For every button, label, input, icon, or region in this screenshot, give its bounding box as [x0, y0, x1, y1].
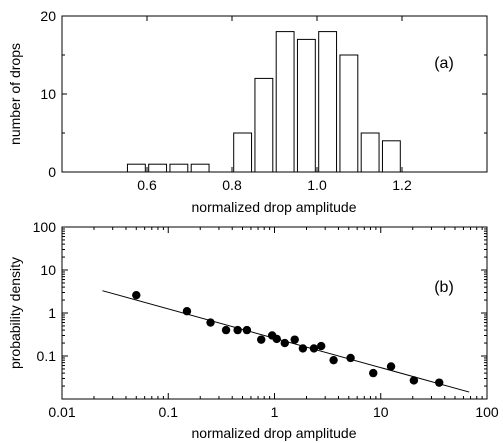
scatter-panel-label: (b)	[434, 279, 454, 296]
histogram-bar	[296, 38, 316, 173]
scatter-x-axis-label: normalized drop amplitude	[192, 425, 357, 441]
scatter-point	[409, 376, 419, 385]
histogram-bar	[275, 31, 295, 173]
histogram-bar	[126, 163, 146, 173]
scatter-x-tick-label: 0.1	[159, 404, 179, 420]
histogram-bar	[190, 163, 210, 173]
histogram-y-tick-label: 0	[48, 164, 56, 180]
scatter-point	[290, 335, 299, 344]
scatter-points	[132, 290, 444, 387]
scatter-panel: 0.01 0.1 1 10 100 0.1 1 10 100 (b) normalized dr…	[7, 219, 499, 441]
histogram-x-tick-label: 1.0	[307, 177, 327, 193]
scatter-point	[272, 334, 281, 344]
scatter-x-tick-label: 1	[271, 404, 279, 420]
histogram-bar	[360, 132, 380, 173]
histogram-bar	[169, 163, 189, 173]
histogram-x-axis-label: normalized drop amplitude	[192, 199, 357, 215]
scatter-point	[329, 355, 338, 365]
scatter-y-tick-label: 1	[48, 305, 56, 321]
scatter-y-tick-label: 100	[33, 219, 57, 235]
scatter-point	[386, 362, 396, 371]
histogram-y-tick-label: 10	[40, 86, 56, 102]
scatter-x-tick-label: 10	[373, 404, 389, 420]
scatter-point	[132, 290, 141, 300]
scatter-x-tick-label: 0.01	[48, 404, 75, 420]
histogram-bar	[339, 54, 359, 173]
scatter-point	[233, 325, 242, 335]
histogram-ticks: 0.6 0.8 1.0 1.2 0 10 20	[40, 8, 487, 193]
scatter-point	[221, 325, 231, 335]
scatter-x-tick-label: 100	[475, 404, 499, 420]
histogram-bar	[381, 140, 401, 173]
scatter-point	[206, 318, 215, 327]
scatter-point	[369, 368, 378, 378]
scatter-plot-frame	[61, 226, 488, 400]
scatter-point	[280, 338, 289, 348]
scatter-point	[257, 335, 266, 344]
histogram-bars	[126, 31, 401, 173]
scatter-point	[309, 344, 319, 353]
histogram-y-axis-label: number of drops	[7, 43, 23, 145]
histogram-bar	[233, 132, 253, 173]
histogram-plot-frame	[61, 15, 488, 173]
scatter-point	[316, 341, 326, 351]
histogram-panel-label: (a)	[434, 55, 454, 72]
scatter-point	[346, 353, 355, 363]
histogram-x-tick-label: 1.2	[392, 177, 412, 193]
scatter-point	[298, 344, 308, 353]
histogram-x-tick-label: 0.8	[222, 177, 242, 193]
histogram-bar	[318, 31, 338, 173]
scatter-y-tick-label: 0.1	[37, 348, 57, 364]
scatter-ticks: 0.01 0.1 1 10 100 0.1 1 10 100	[33, 219, 499, 420]
scatter-point	[242, 325, 252, 335]
histogram-bar	[254, 77, 274, 173]
histogram-bar	[148, 163, 168, 173]
histogram-panel: 0.6 0.8 1.0 1.2 0 10 20 (a) normalized drop am…	[7, 8, 488, 215]
histogram-y-tick-label: 20	[40, 8, 56, 24]
scatter-point	[182, 307, 192, 316]
scatter-point	[435, 378, 444, 387]
scatter-y-tick-label: 10	[40, 262, 56, 278]
scatter-y-axis-label: probability density	[7, 257, 23, 369]
histogram-x-tick-label: 0.6	[137, 177, 157, 193]
